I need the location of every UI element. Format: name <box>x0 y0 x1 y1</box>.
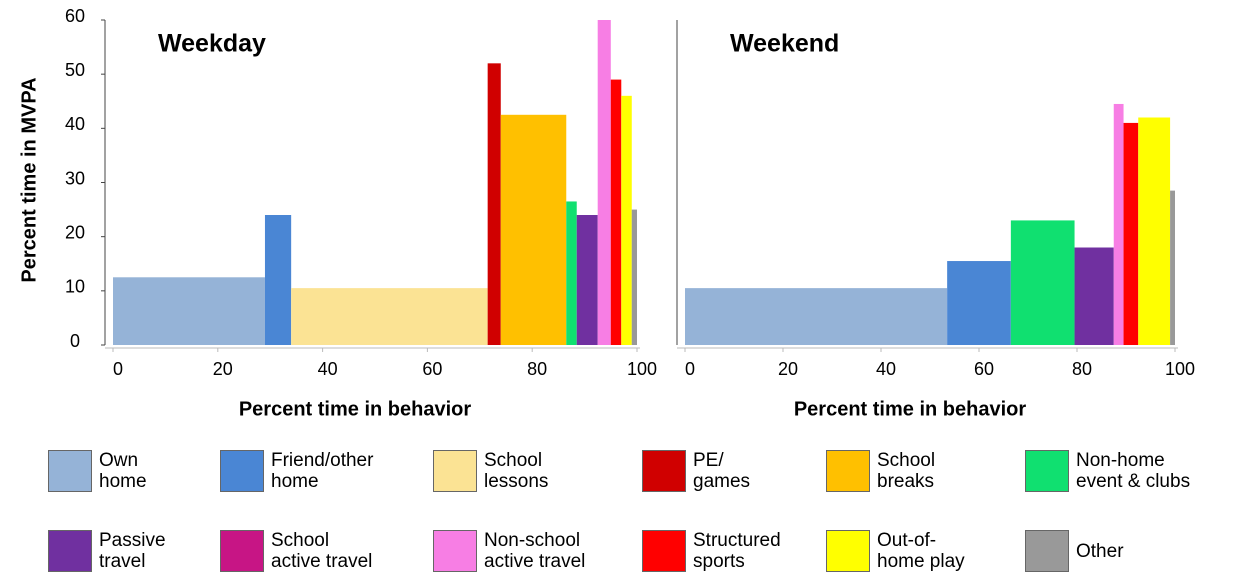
legend-item: Friend/other home <box>220 450 373 492</box>
panel-title: Weekday <box>158 30 266 58</box>
bar <box>291 288 488 345</box>
legend-item: School lessons <box>433 450 548 492</box>
legend-swatch <box>48 450 92 492</box>
y-tick-label: 20 <box>65 222 85 242</box>
bar <box>576 215 598 345</box>
legend-item: Structured sports <box>642 530 781 572</box>
x-tick-label: 80 <box>527 359 547 379</box>
x-tick-label: 60 <box>974 359 994 379</box>
bar <box>631 209 637 345</box>
legend-label: School active travel <box>271 530 373 572</box>
x-tick-label: 20 <box>213 359 233 379</box>
legend-item: Non-home event & clubs <box>1025 450 1190 492</box>
legend-swatch <box>826 450 870 492</box>
legend-item: Non-school active travel <box>433 530 585 572</box>
legend-item: PE/ games <box>642 450 750 492</box>
bar <box>947 261 1011 345</box>
x-tick-label: 0 <box>113 359 123 379</box>
bar <box>1074 247 1114 345</box>
x-tick-label: 20 <box>778 359 798 379</box>
bar <box>566 201 577 345</box>
bar <box>487 63 501 345</box>
y-axis-label: Percent time in MVPA <box>18 77 40 282</box>
x-axis-label: Percent time in behavior <box>239 398 472 420</box>
legend-swatch <box>433 530 477 572</box>
x-tick-label: 80 <box>1072 359 1092 379</box>
y-tick-label: 30 <box>65 168 85 188</box>
x-tick-label: 40 <box>876 359 896 379</box>
legend-item: Other <box>1025 530 1124 572</box>
bar <box>610 79 622 345</box>
legend-item: School breaks <box>826 450 935 492</box>
y-tick-label: 40 <box>65 114 85 134</box>
bar <box>500 114 567 346</box>
legend-swatch <box>1025 530 1069 572</box>
legend-item: School active travel <box>220 530 372 572</box>
legend-swatch <box>826 530 870 572</box>
legend-item: Out-of- home play <box>826 530 965 572</box>
legend-swatch <box>220 450 264 492</box>
legend-swatch <box>433 450 477 492</box>
legend-label: Passive travel <box>99 530 166 572</box>
bar <box>1170 190 1175 345</box>
bar <box>597 20 611 345</box>
x-tick-label: 40 <box>318 359 338 379</box>
x-tick-label: 60 <box>422 359 442 379</box>
legend-label: PE/ games <box>693 450 751 492</box>
bar <box>621 95 632 345</box>
bar <box>1123 122 1139 346</box>
x-tick-label: 0 <box>685 359 695 379</box>
legend-item: Own home <box>48 450 147 492</box>
y-tick-label: 60 <box>65 6 85 26</box>
legend-label: Other <box>1076 540 1124 562</box>
legend-swatch <box>48 530 92 572</box>
legend-swatch <box>1025 450 1069 492</box>
legend-swatch <box>642 450 686 492</box>
legend-label: Non-home event & clubs <box>1076 450 1191 492</box>
bar <box>264 215 292 345</box>
legend-item: Passive travel <box>48 530 166 572</box>
bar <box>1113 103 1124 345</box>
panel-title: Weekend <box>730 30 839 58</box>
legend-label: Structured sports <box>693 530 781 572</box>
x-axis-label: Percent time in behavior <box>794 398 1027 420</box>
legend-swatch <box>642 530 686 572</box>
legend-label: Non-school active travel <box>484 530 586 572</box>
bar <box>1010 220 1075 345</box>
y-tick-label: 50 <box>65 60 85 80</box>
legend-label: Out-of- home play <box>877 530 965 572</box>
y-tick-label: 0 <box>70 331 80 351</box>
x-tick-label: 100 <box>627 359 657 379</box>
bar <box>113 277 265 345</box>
x-tick-label: 100 <box>1165 359 1195 379</box>
legend-label: Own home <box>99 450 147 492</box>
legend-label: School lessons <box>484 450 549 492</box>
legend-label: Friend/other home <box>271 450 374 492</box>
legend-label: School breaks <box>877 450 936 492</box>
legend-swatch <box>220 530 264 572</box>
y-tick-label: 10 <box>65 277 85 297</box>
bar <box>685 288 948 345</box>
bar <box>1138 117 1171 345</box>
